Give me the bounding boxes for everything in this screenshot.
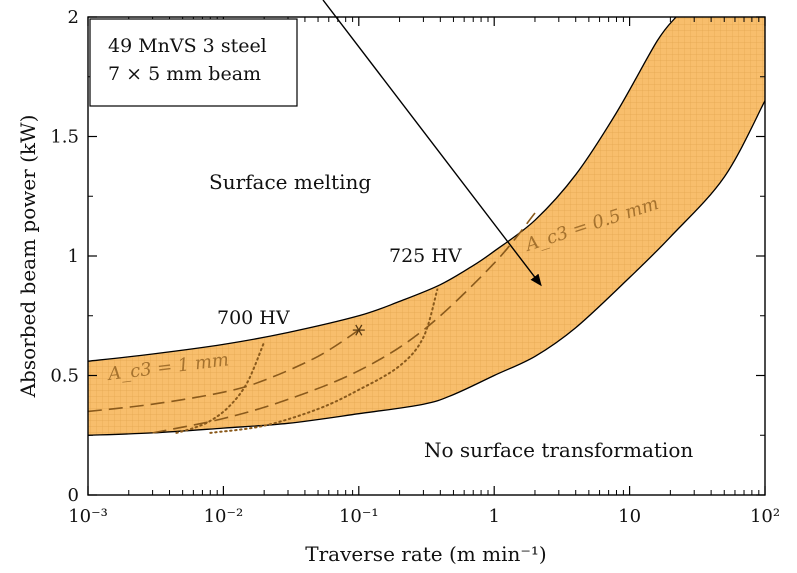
- dotted-line-1: [175, 341, 266, 434]
- surface-melting-label: Surface melting: [209, 170, 371, 194]
- no-transformation-label: No surface transformation: [424, 438, 693, 462]
- dotted-line-2: [209, 288, 439, 434]
- curve-layer: [87, 212, 536, 434]
- y-tick-label: 1.5: [50, 127, 79, 148]
- band-layer: [87, 16, 766, 436]
- y-tick-label: 1: [68, 246, 79, 267]
- dashed-line-1: [87, 329, 360, 413]
- x-tick-label: 10⁻¹: [339, 506, 379, 527]
- y-tick-label: 0: [68, 485, 79, 506]
- dashed-line-2: [152, 212, 536, 434]
- x-axis-title: Traverse rate (m min⁻¹): [305, 542, 546, 566]
- x-tick-label: 10⁻²: [204, 506, 244, 527]
- y-tick-label: 0.5: [50, 366, 79, 387]
- star-marker: [352, 324, 365, 336]
- y-axis-title: Absorbed beam power (kW): [16, 115, 40, 399]
- band-lower-boundary: [87, 100, 766, 436]
- band-upper-boundary: [87, 16, 677, 362]
- x-tick-label: 10⁻³: [68, 506, 108, 527]
- x-tick-label: 10: [618, 506, 641, 527]
- band-fill: [88, 17, 765, 436]
- legend-line-1: 49 MnVS 3 steel: [108, 35, 267, 57]
- legend-line-2: 7 × 5 mm beam: [108, 63, 261, 85]
- star-marker-stroke: [355, 324, 363, 336]
- annotation-arrow: [322, 0, 542, 287]
- tick-layer: 10⁻³ 10⁻² 10⁻¹ 1 10 10² 0 0.5 1 1.5 2: [50, 7, 780, 527]
- legend-box: [89, 18, 298, 107]
- hv-700-label: 700 HV: [217, 307, 290, 329]
- y-tick-label: 2: [68, 7, 79, 28]
- x-tick-label: 1: [488, 506, 499, 527]
- x-tick-label: 10²: [750, 506, 780, 527]
- hv-725-label: 725 HV: [389, 245, 462, 267]
